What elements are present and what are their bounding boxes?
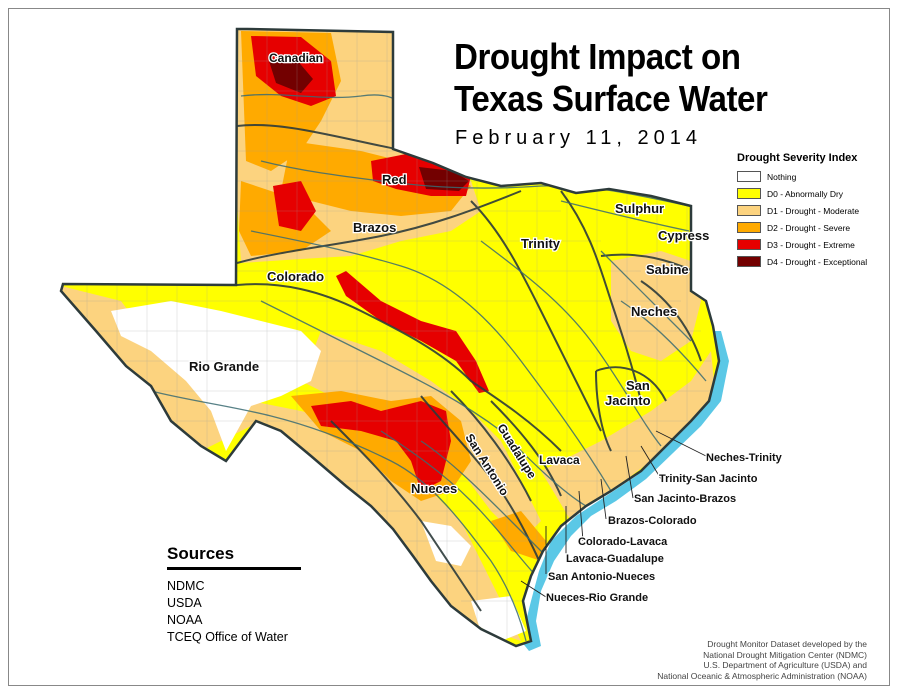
- basin-label-brazos: Brazos: [353, 220, 396, 235]
- nothing-far-west: [111, 301, 321, 451]
- legend: Drought Severity Index Nothing D0 - Abno…: [737, 152, 887, 270]
- basin-label-brazos-colorado: Brazos-Colorado: [608, 515, 697, 527]
- sources-block: Sources NDMC USDA NOAA TCEQ Office of Wa…: [167, 544, 307, 646]
- rivers: [150, 93, 707, 642]
- basin-label-san-jacinto-line2: Jacinto: [605, 393, 651, 408]
- legend-item-d3: D3 - Drought - Extreme: [737, 236, 887, 253]
- basin-label-lavaca-guadalupe: Lavaca-Guadalupe: [566, 553, 664, 565]
- basin-label-neches: Neches: [631, 304, 677, 319]
- basin-label-neches-trinity: Neches-Trinity: [706, 452, 783, 464]
- texas-outline: [59, 27, 721, 648]
- credit-line: National Drought Mitigation Center (NDMC…: [703, 649, 867, 660]
- basin-label-rio-grande: Rio Grande: [189, 359, 259, 374]
- d3-nueces: [311, 401, 451, 491]
- legend-item-d0: D0 - Abnormally Dry: [737, 185, 887, 202]
- source-item: NDMC: [167, 579, 205, 593]
- texas-drought-map: Canadian Red Brazos Colorado Rio Grande …: [59, 27, 784, 651]
- credit-line: Drought Monitor Dataset developed by the: [707, 639, 867, 649]
- map-frame: Canadian Red Brazos Colorado Rio Grande …: [8, 8, 890, 686]
- basin-label-lavaca: Lavaca: [539, 453, 580, 467]
- map-title-line1: Drought Impact on: [454, 36, 741, 77]
- basin-label-sabine: Sabine: [646, 262, 689, 277]
- basin-label-colorado-lavaca: Colorado-Lavaca: [578, 536, 668, 548]
- credit-line: U.S. Department of Agriculture (USDA) an…: [703, 660, 867, 670]
- d3-panhandle-south: [273, 181, 316, 231]
- basin-boundaries: [236, 124, 702, 612]
- map-date: February 11, 2014: [455, 127, 702, 149]
- source-item: TCEQ Office of Water: [167, 630, 288, 644]
- legend-swatch: [737, 222, 761, 233]
- legend-swatch: [737, 171, 761, 182]
- legend-swatch: [737, 256, 761, 267]
- legend-label: D0 - Abnormally Dry: [767, 188, 844, 199]
- legend-label: D3 - Drought - Extreme: [767, 239, 855, 250]
- d2-coastal-bend: [491, 511, 546, 561]
- basin-label-nueces: Nueces: [411, 481, 457, 496]
- nothing-south-tip: [421, 521, 471, 566]
- basin-label-san-jacinto-brazos: San Jacinto-Brazos: [634, 493, 736, 505]
- coastal-leader-lines: [520, 430, 707, 598]
- legend-label: D1 - Drought - Moderate: [767, 205, 860, 216]
- credit-line: National Oceanic & Atmospheric Administr…: [657, 670, 867, 681]
- legend-item-d2: D2 - Drought - Severe: [737, 219, 887, 236]
- basin-label-trinity: Trinity: [521, 236, 561, 251]
- basin-label-nueces-rio-grande: Nueces-Rio Grande: [546, 592, 648, 604]
- basin-label-colorado: Colorado: [267, 269, 324, 284]
- basin-label-san-antonio-nueces: San Antonio-Nueces: [548, 571, 655, 583]
- basin-label-san-jacinto-line1: San: [626, 378, 650, 393]
- basin-label-trinity-san-jacinto: Trinity-San Jacinto: [659, 473, 758, 485]
- d4-red: [419, 167, 469, 191]
- d1-coast: [541, 351, 716, 521]
- d4-canadian: [269, 59, 313, 93]
- sources-title: Sources: [167, 544, 301, 570]
- legend-item-d4: D4 - Drought - Exceptional: [737, 253, 887, 270]
- legend-swatch: [737, 188, 761, 199]
- legend-item-d1: D1 - Drought - Moderate: [737, 202, 887, 219]
- legend-item-nothing: Nothing: [737, 168, 887, 185]
- d3-colorado-strip: [336, 271, 489, 393]
- legend-label: Nothing: [767, 171, 797, 182]
- legend-swatch: [737, 205, 761, 216]
- basin-label-canadian: Canadian: [269, 51, 323, 65]
- source-item: NOAA: [167, 613, 203, 627]
- source-item: USDA: [167, 596, 202, 610]
- gulf-coast-water: [521, 331, 729, 651]
- basin-label-cypress: Cypress: [658, 228, 709, 243]
- legend-swatch: [737, 239, 761, 250]
- legend-title: Drought Severity Index: [737, 152, 858, 164]
- basin-label-red: Red: [382, 172, 407, 187]
- basin-label-sulphur: Sulphur: [615, 201, 664, 216]
- legend-label: D4 - Drought - Exceptional: [767, 256, 868, 267]
- map-title-line2: Texas Surface Water: [454, 78, 768, 119]
- data-credit: Drought Monitor Dataset developed by the…: [627, 639, 867, 681]
- legend-label: D2 - Drought - Severe: [767, 222, 851, 233]
